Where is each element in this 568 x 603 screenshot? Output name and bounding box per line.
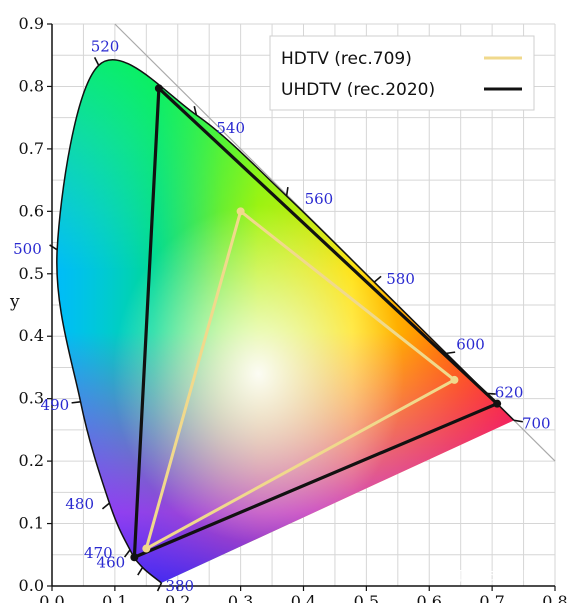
wavelength-label: 700 [522, 414, 551, 432]
wavelength-tick [285, 187, 289, 197]
wavelength-tick [193, 106, 198, 116]
legend-box [269, 35, 535, 111]
y-tick-label: 0.7 [19, 139, 44, 158]
wavelength-label: 580 [386, 270, 415, 288]
wavelength-label: 520 [91, 37, 120, 55]
primary-point [130, 553, 139, 562]
x-tick-label: 0.6 [417, 592, 442, 603]
y-tick-label: 0.2 [19, 451, 44, 470]
legend: HDTV (rec.709) UHDTV (rec.2020) [269, 35, 535, 111]
wavelength-label: 620 [495, 383, 524, 401]
wavelength-label: 380 [165, 577, 194, 595]
wavelength-tick [373, 275, 382, 283]
wavelength-label: 490 [41, 396, 70, 414]
wavelength-tick [137, 567, 144, 576]
axes: 0.0 0.1 0.2 0.3 0.4 0.5 0.6 0.7 0.8 0.9 0.0 0.1 0.2 0… [19, 14, 568, 603]
y-tick-label: 0.5 [19, 264, 44, 283]
wavelength-tick [156, 582, 163, 592]
wavelength-tick [123, 549, 131, 558]
y-tick-label: 0.3 [19, 389, 44, 408]
wavelength-tick [71, 400, 81, 404]
primary-point [493, 399, 502, 408]
wavelength-label: 460 [97, 553, 126, 571]
wavelength-label: 500 [13, 240, 42, 258]
y-tick-label: 0.8 [19, 76, 44, 95]
gamut-triangles [130, 84, 502, 562]
watermark: 知乎 @Lucky [452, 568, 538, 585]
gamut-triangle [144, 209, 456, 551]
y-axis-title: y [9, 292, 20, 312]
wavelength-label: 560 [305, 190, 334, 208]
wavelength-label: 480 [65, 495, 94, 513]
primary-point [236, 207, 245, 216]
primary-point [450, 375, 459, 384]
gamut-triangle [132, 86, 499, 559]
wavelength-tick [49, 244, 58, 251]
wavelength-label: 470 [84, 544, 113, 562]
y-tick-label: 0.4 [19, 326, 44, 345]
y-tick-label: 0.0 [19, 576, 44, 595]
y-tick-label: 0.6 [19, 201, 44, 220]
primary-point [154, 84, 163, 93]
x-tick-label: 0.8 [542, 592, 567, 603]
x-tick-label: 0.7 [479, 592, 504, 603]
wavelength-tick [513, 419, 523, 423]
legend-label-rec2020: UHDTV (rec.2020) [281, 80, 435, 100]
wavelength-tick [446, 351, 456, 355]
wavelength-tick [93, 56, 100, 66]
y-tick-label: 0.1 [19, 514, 44, 533]
x-tick-label: 0.0 [39, 592, 64, 603]
wavelength-tick [101, 502, 110, 510]
primary-point [142, 544, 151, 553]
x-tick-label: 0.2 [165, 592, 190, 603]
x-tick-label: 0.1 [102, 592, 127, 603]
y-tick-label: 0.9 [19, 14, 44, 33]
legend-label-rec709: HDTV (rec.709) [281, 49, 412, 69]
x-tick-label: 0.4 [291, 592, 316, 603]
x-tick-label: 0.3 [228, 592, 253, 603]
wavelength-label: 600 [456, 335, 485, 353]
wavelength-label: 540 [216, 119, 245, 137]
x-tick-label: 0.5 [354, 592, 379, 603]
